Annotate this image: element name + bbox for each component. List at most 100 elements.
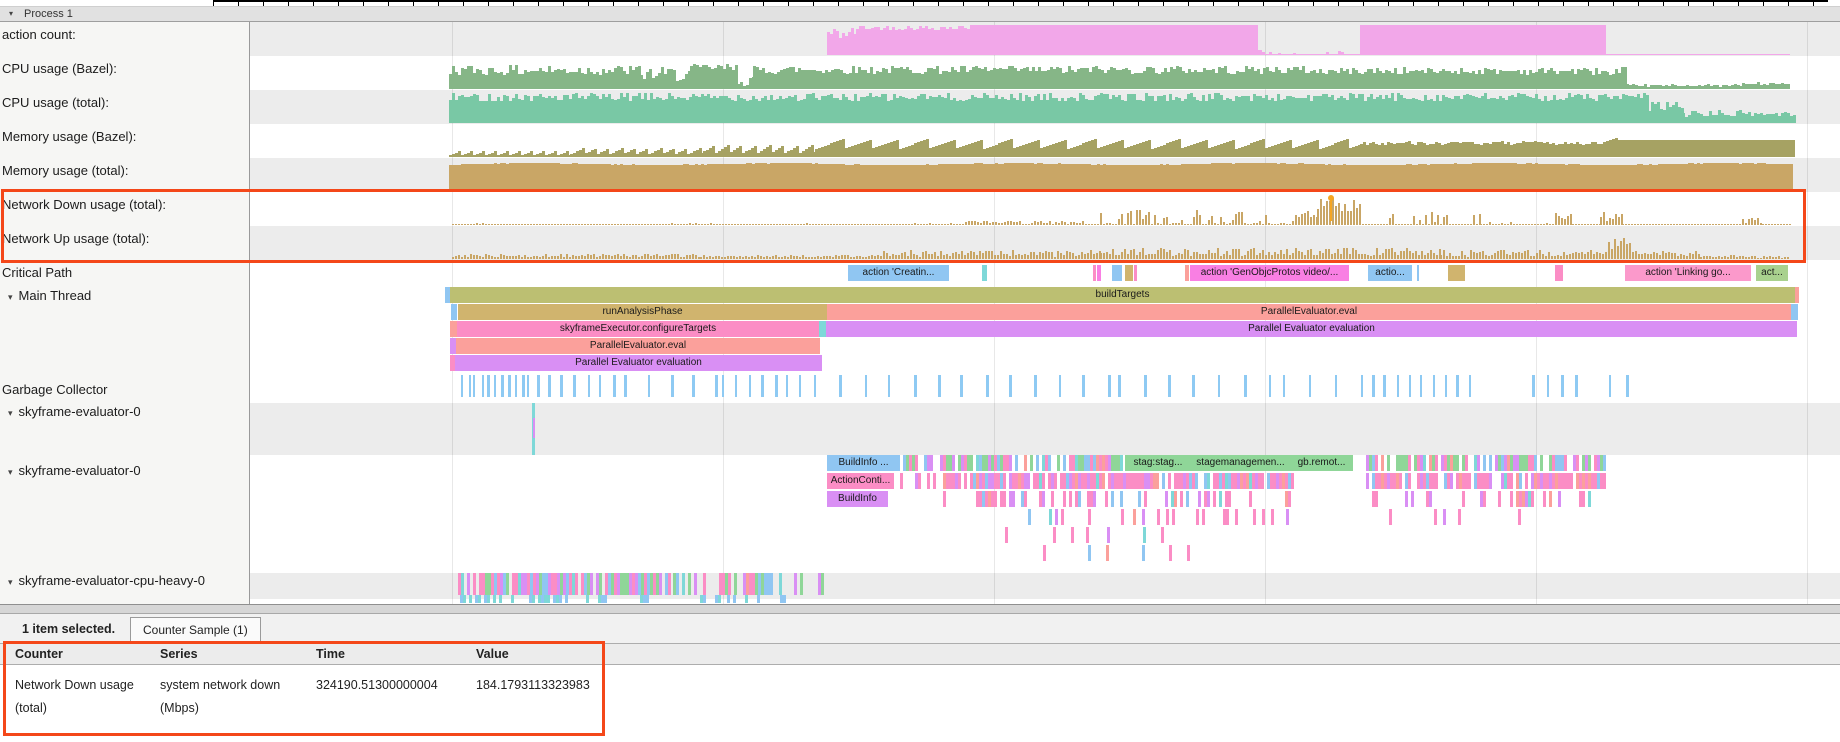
action-count-sample (1522, 25, 1525, 55)
memory-usage-bazel-chart[interactable] (0, 124, 1840, 158)
memory-usage-total-chart[interactable] (0, 158, 1840, 192)
cpu-usage-total-chart[interactable] (0, 90, 1840, 124)
selected-counter-sample-marker[interactable] (1328, 195, 1334, 221)
critical-path-span-action-creatin-[interactable]: action 'Creatin... (848, 265, 949, 281)
network-down-usage-total-sample (1316, 217, 1318, 225)
memory-usage-bazel-sample (536, 153, 539, 157)
network-up-usage-total-sample (494, 257, 496, 259)
gc-event-tick (813, 375, 817, 397)
process-header[interactable]: ▾ Process 1 (0, 6, 1840, 22)
cpu-heavy-sliver (539, 573, 542, 595)
sidebar-item-main-thread[interactable]: ▾ Main Thread (8, 288, 91, 303)
action-count-sample (1471, 25, 1474, 55)
memory-usage-bazel-sample (1343, 140, 1346, 157)
action-count-sample (862, 26, 865, 55)
network-up-usage-total-sample (1259, 253, 1261, 259)
memory-usage-bazel-sample (1510, 144, 1513, 157)
main-thread-span-parallel-evaluator-evalu[interactable]: Parallel Evaluator evaluation (455, 355, 822, 371)
cpu-heavy-sliver (764, 573, 767, 595)
network-down-usage-total-sample (578, 224, 580, 225)
cpu-usage-bazel-sample (873, 73, 876, 89)
network-up-usage-total-sample (991, 251, 993, 259)
memory-usage-bazel-sample (1235, 148, 1238, 157)
cpu-usage-bazel-sample (1212, 69, 1215, 89)
busy-thread-sliver (1036, 473, 1039, 489)
network-up-usage-total-sample (647, 254, 649, 259)
memory-usage-bazel-sample (1390, 143, 1393, 157)
collapse-triangle-icon[interactable]: ▾ (8, 408, 13, 418)
sidebar-item-skyframe-evaluator-cpu-heavy-0[interactable]: ▾ skyframe-evaluator-cpu-heavy-0 (8, 573, 205, 588)
memory-usage-bazel-sample (554, 151, 557, 157)
cpu-usage-total-sample (530, 100, 533, 123)
memory-usage-total-sample (578, 163, 581, 191)
main-thread-span-parallel-evaluator-evalu[interactable]: Parallel Evaluator evaluation (826, 321, 1797, 337)
network-down-usage-total-sample (557, 224, 559, 225)
network-up-usage-total-sample (895, 254, 897, 259)
action-count-sample (1465, 25, 1468, 55)
panel-splitter[interactable] (0, 604, 1840, 614)
critical-path-span-action-linking-go-[interactable]: action 'Linking go... (1625, 265, 1751, 281)
memory-usage-bazel-sample (1534, 141, 1537, 157)
network-down-usage-total-sample (1226, 224, 1228, 225)
busy-thread-sliver (1288, 473, 1291, 489)
cpu-usage-bazel-sample (1502, 70, 1505, 89)
busy-thread-span-gb-remot-[interactable]: gb.remot... (1290, 455, 1353, 471)
tab-counter-sample[interactable]: Counter Sample (1) (130, 617, 261, 643)
main-thread-span-skyframeexecutor-configu[interactable]: skyframeExecutor.configureTargets (457, 321, 819, 337)
cpu-usage-total-sample (914, 98, 917, 123)
cpu-usage-total-sample (569, 99, 572, 123)
memory-usage-total-sample (1058, 163, 1061, 191)
collapse-triangle-icon[interactable]: ▾ (8, 467, 13, 477)
network-down-usage-total-chart[interactable] (0, 192, 1840, 226)
memory-usage-total-sample (1712, 163, 1715, 191)
network-down-usage-total-sample (1455, 224, 1457, 225)
main-thread-span-runanalysisphase[interactable]: runAnalysisPhase (458, 304, 827, 320)
sidebar-item-skyframe-evaluator-0[interactable]: ▾ skyframe-evaluator-0 (8, 404, 141, 419)
action-count-sample (1213, 25, 1216, 55)
collapse-triangle-icon[interactable]: ▾ (8, 292, 13, 302)
main-thread-span-buildtargets[interactable]: buildTargets (450, 287, 1795, 303)
sidebar-item-skyframe-evaluator-0[interactable]: ▾ skyframe-evaluator-0 (8, 463, 141, 478)
action-count-sample (1715, 53, 1718, 55)
main-thread-span-parallelevaluator-eval[interactable]: ParallelEvaluator.eval (456, 338, 820, 354)
collapse-triangle-icon[interactable]: ▾ (8, 577, 13, 587)
memory-usage-bazel-sample (1420, 142, 1423, 157)
memory-usage-total-sample (536, 163, 539, 191)
memory-usage-total-sample (614, 164, 617, 191)
track-area[interactable]: action 'Creatin... action 'GenObjcProtos … (0, 22, 1840, 604)
cpu-usage-bazel-sample (891, 65, 894, 89)
busy-thread-sliver (994, 473, 997, 489)
cpu-usage-bazel-chart[interactable] (0, 56, 1840, 90)
ruler-tick (663, 1, 664, 6)
network-up-usage-total-sample (554, 256, 556, 259)
busy-thread-span-stagemanagemen-[interactable]: stagemanagemen... (1191, 455, 1290, 471)
critical-path-span-action-genobjcprotos-vid[interactable]: action 'GenObjcProtos video/... (1190, 265, 1349, 281)
critical-path-span-actio-[interactable]: actio... (1368, 265, 1412, 281)
memory-usage-total-sample (1562, 164, 1565, 191)
busy-thread-span-buildinfo[interactable]: BuildInfo (827, 491, 888, 507)
busy-thread-sliver (1372, 455, 1375, 471)
busy-thread-span-stag-stag-[interactable]: stag:stag... (1125, 455, 1191, 471)
network-up-usage-total-sample (970, 250, 972, 259)
critical-path-span-act-[interactable]: act... (1756, 265, 1788, 281)
cpu-heavy-sliver (479, 573, 482, 595)
busy-thread-span-actionconti-[interactable]: ActionConti... (827, 473, 894, 489)
time-ruler[interactable] (0, 0, 1840, 6)
collapse-triangle-icon[interactable]: ▾ (9, 9, 14, 18)
cpu-usage-total-sample (1061, 98, 1064, 123)
network-down-usage-total-sample (1304, 213, 1306, 225)
busy-thread-span-buildinfo-[interactable]: BuildInfo ... (827, 455, 900, 471)
network-up-usage-total-sample (1280, 250, 1282, 259)
action-count-sample (1111, 25, 1114, 55)
network-down-usage-total-sample (1208, 220, 1210, 225)
cpu-usage-total-sample (734, 101, 737, 123)
action-count-sample (1272, 54, 1275, 55)
network-up-usage-total-chart[interactable] (0, 226, 1840, 260)
action-count-chart[interactable] (0, 22, 1840, 56)
network-down-usage-total-sample (1317, 208, 1319, 225)
main-thread-span-parallelevaluator-eval[interactable]: ParallelEvaluator.eval (827, 304, 1791, 320)
network-up-usage-total-sample (491, 256, 493, 259)
action-count-sample (898, 28, 901, 55)
busy-thread-sliver (1057, 455, 1060, 471)
cpu-usage-total-sample (917, 95, 920, 123)
